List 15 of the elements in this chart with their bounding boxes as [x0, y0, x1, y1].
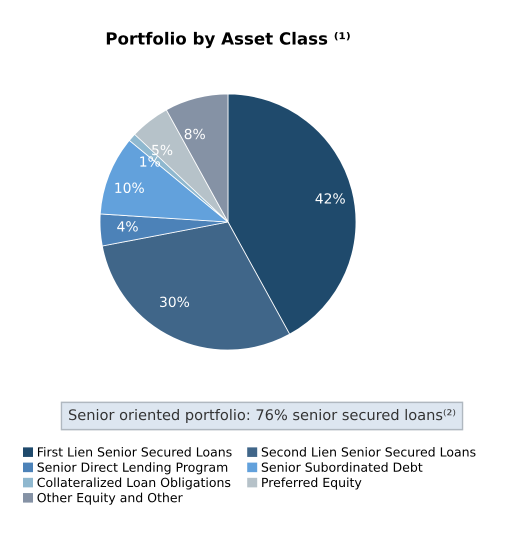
- legend-label: Senior Subordinated Debt: [262, 462, 422, 472]
- legend-label: Other Equity and Other: [37, 492, 183, 505]
- legend-label: Collateralized Loan Obligations: [37, 477, 230, 490]
- data-label: 10%: [115, 182, 144, 194]
- legend-label: Senior Direct Lending Program: [38, 462, 228, 474]
- legend-label: Second Lien Senior Secured Loans: [262, 447, 476, 457]
- data-label: 5%: [152, 144, 172, 156]
- text: Senior oriented portfolio: 76% senior secured loans⁽²⁾: [68, 408, 456, 424]
- legend-label: Preferred Equity: [262, 477, 362, 490]
- data-label: 42%: [315, 193, 345, 204]
- data-label: 4%: [117, 221, 138, 232]
- data-label: 8%: [184, 128, 205, 140]
- chart-title: Portfolio by Asset Class ⁽¹⁾: [106, 32, 350, 48]
- data-label: 30%: [160, 296, 190, 308]
- legend-label: First Lien Senior Secured Loans: [38, 447, 232, 457]
